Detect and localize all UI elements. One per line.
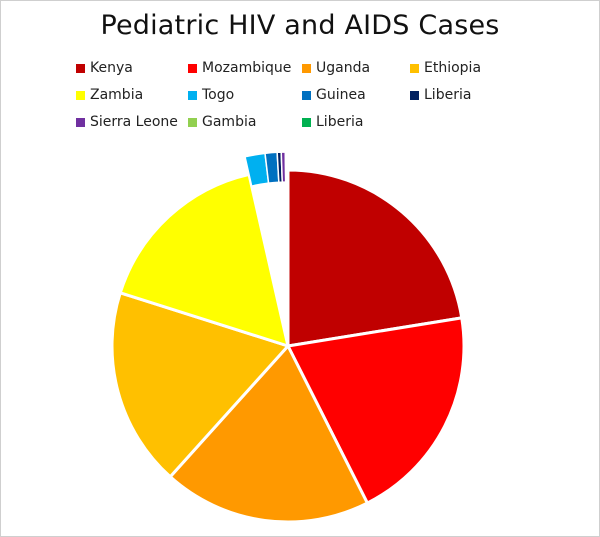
legend-label-sierra-leone: Sierra Leone	[90, 114, 178, 130]
legend-item-uganda: Uganda	[302, 60, 370, 76]
legend-swatch-liberia	[410, 90, 419, 100]
legend-swatch-liberia-2	[302, 117, 311, 127]
legend-item-zambia: Zambia	[76, 87, 143, 103]
legend-swatch-sierra-leone	[76, 117, 85, 127]
pie-slice-ethiopia	[110, 291, 290, 479]
legend-item-liberia-2: Liberia	[302, 114, 363, 130]
legend-swatch-guinea	[302, 90, 311, 100]
legend-label-mozambique: Mozambique	[202, 60, 292, 76]
legend-item-togo: Togo	[188, 87, 234, 103]
legend-label-liberia-2: Liberia	[316, 114, 364, 130]
legend-item-kenya: Kenya	[76, 60, 133, 76]
legend-item-guinea: Guinea	[302, 87, 366, 103]
legend-item-gambia: Gambia	[188, 114, 256, 130]
legend-label-guinea: Guinea	[316, 87, 366, 103]
pie-slice-zambia	[118, 172, 290, 348]
legend-item-liberia: Liberia	[410, 87, 471, 103]
legend-item-ethiopia: Ethiopia	[410, 60, 481, 76]
pie-slice-liberia-2	[285, 151, 289, 183]
legend-swatch-uganda	[302, 63, 311, 73]
legend-item-sierra-leone: Sierra Leone	[76, 114, 178, 130]
legend-label-togo: Togo	[202, 87, 235, 103]
legend-swatch-togo	[188, 90, 197, 100]
legend-swatch-zambia	[76, 90, 85, 100]
pie-slice-kenya	[286, 168, 464, 348]
legend-swatch-kenya	[76, 63, 85, 73]
legend-swatch-gambia	[188, 117, 197, 127]
legend-swatch-mozambique	[188, 63, 197, 73]
legend-label-liberia: Liberia	[424, 87, 472, 103]
legend-swatch-ethiopia	[410, 63, 419, 73]
legend-label-zambia: Zambia	[90, 87, 144, 103]
legend-item-mozambique: Mozambique	[188, 60, 291, 76]
pie-slice-uganda	[168, 344, 369, 524]
legend-label-gambia: Gambia	[202, 114, 257, 130]
legend-label-ethiopia: Ethiopia	[424, 60, 482, 76]
legend-label-kenya: Kenya	[90, 60, 133, 76]
chart-title: Pediatric HIV and AIDS Cases	[100, 10, 500, 41]
pie-slice-mozambique	[286, 316, 466, 505]
legend-label-uganda: Uganda	[316, 60, 371, 76]
